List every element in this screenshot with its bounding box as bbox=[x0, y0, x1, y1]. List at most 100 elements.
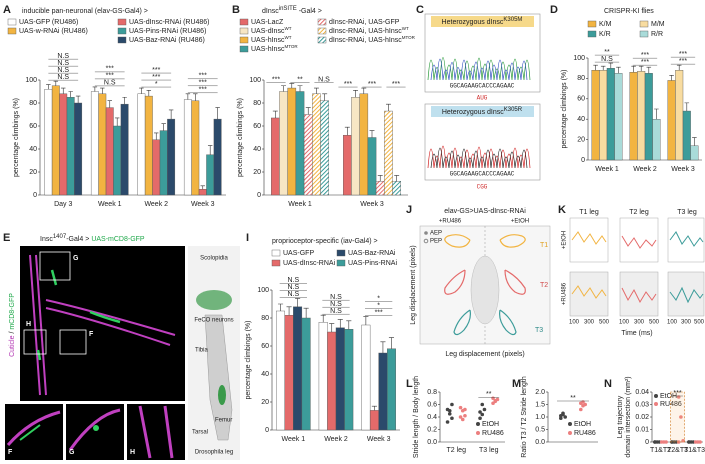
legend-label: UAS-hInscMTOR bbox=[251, 44, 298, 53]
bar bbox=[591, 70, 600, 161]
label-sup: K305M bbox=[503, 17, 522, 23]
error-bar bbox=[68, 91, 73, 98]
trace bbox=[427, 145, 531, 169]
error-bar bbox=[322, 93, 328, 101]
y-tick-label: 0.4 bbox=[427, 414, 437, 421]
bar bbox=[606, 67, 615, 161]
title-part: Insc bbox=[40, 236, 53, 243]
side-label: Cuticle / mCD8-GFP bbox=[9, 293, 16, 357]
legend-label: dInsc-RNAi, UAS-hInscWT bbox=[329, 26, 409, 35]
x-tick-label: Week 3 bbox=[191, 201, 215, 208]
legend-name: UAS-Pins-RNAi (RU486) bbox=[129, 28, 206, 35]
error-bar bbox=[353, 90, 359, 98]
error-bar bbox=[215, 107, 220, 120]
panel-letter: I bbox=[246, 232, 249, 244]
diagram-label: Scolopidia bbox=[200, 256, 228, 262]
legend-swatch bbox=[239, 18, 249, 26]
significance: *** bbox=[152, 67, 160, 74]
column-label: T1 leg bbox=[579, 209, 599, 216]
bar bbox=[271, 117, 280, 196]
error-bar bbox=[303, 307, 309, 318]
significance: *** bbox=[392, 81, 400, 88]
bar bbox=[303, 114, 313, 196]
significance: *** bbox=[641, 59, 649, 66]
error-bar bbox=[289, 83, 295, 89]
bar bbox=[276, 310, 285, 431]
legend-label: UAS-GFP bbox=[283, 250, 314, 257]
error-bar bbox=[185, 93, 191, 100]
trajectory bbox=[453, 309, 517, 336]
x-tick-label: Week 3 bbox=[671, 166, 695, 173]
legend-swatch bbox=[639, 20, 649, 28]
x-tick-label: T2&T3 bbox=[667, 447, 688, 454]
legend-label: UAS-Pins-RNAi (RU486) bbox=[129, 28, 206, 35]
legend-label: EtOH bbox=[482, 421, 499, 428]
y-tick-label: 0.6 bbox=[427, 401, 437, 408]
error-bar bbox=[638, 65, 644, 72]
mini-plot bbox=[619, 217, 659, 263]
bar bbox=[213, 118, 222, 196]
error-bar bbox=[200, 185, 205, 190]
legend-label: UAS-dInsc-RNAi bbox=[283, 260, 336, 267]
error-bar bbox=[75, 95, 81, 103]
significance: N.S bbox=[330, 301, 342, 308]
error-bar bbox=[344, 126, 350, 136]
legend-label: UAS-Baz-RNAi bbox=[348, 250, 396, 257]
sub-panel-label: G bbox=[69, 449, 75, 456]
legend-name: K/M bbox=[599, 21, 612, 28]
legend-swatch bbox=[317, 27, 327, 35]
legend-name: UAS-dInsc bbox=[251, 28, 285, 35]
legend-name: EtOH bbox=[482, 421, 499, 428]
label-box bbox=[431, 16, 534, 27]
legend-sup: WT bbox=[402, 26, 409, 31]
leg-label: T3 bbox=[535, 327, 543, 334]
y-tick-label: 0.8 bbox=[427, 389, 437, 396]
y-tick-label: 0 bbox=[645, 439, 649, 446]
error-bar bbox=[161, 123, 166, 131]
legend-sup: WT bbox=[284, 35, 291, 40]
row-label: +EtOH bbox=[562, 231, 568, 249]
x-tick-label: Week 2 bbox=[633, 166, 657, 173]
error-bar bbox=[646, 66, 652, 74]
significance: N.S bbox=[57, 53, 69, 60]
bar bbox=[74, 102, 83, 196]
data-point bbox=[581, 400, 585, 404]
y-axis-label: domain intersection (mm²) bbox=[625, 376, 632, 457]
bar bbox=[183, 99, 192, 196]
y-tick-label: 80 bbox=[253, 100, 261, 107]
error-bar bbox=[281, 85, 287, 92]
y-tick-label: 40 bbox=[29, 146, 37, 153]
title-part: UAS-mCD8-GFP bbox=[91, 236, 145, 243]
side-label-part: / bbox=[9, 330, 16, 336]
legend-label: UAS-GFP (RU486) bbox=[19, 19, 78, 26]
scolopidia bbox=[196, 290, 232, 310]
legend-swatch bbox=[587, 30, 597, 38]
inset-label: G bbox=[73, 255, 79, 262]
data-point bbox=[447, 408, 452, 413]
panel-title: Insc1407-Gal4 > UAS-mCD8-GFP bbox=[40, 234, 145, 243]
y-axis-label: percentage climbings (%) bbox=[561, 70, 568, 149]
mutation: AUG bbox=[477, 95, 488, 102]
error-bar bbox=[593, 64, 598, 71]
legend-label: UAS-hInscWT bbox=[251, 35, 292, 44]
significance: N.S bbox=[57, 74, 69, 81]
data-point bbox=[450, 402, 454, 407]
bar bbox=[327, 331, 337, 431]
legend-name: UAS-w-RNAi (RU486) bbox=[19, 28, 88, 35]
error-bar bbox=[377, 175, 383, 182]
trace-grid bbox=[569, 217, 705, 317]
legend-name: K/R bbox=[599, 31, 611, 38]
legend-name: EtOH bbox=[660, 393, 677, 400]
legend-name: UAS-LacZ bbox=[251, 19, 284, 26]
error-bar bbox=[337, 319, 343, 328]
legend-label: UAS-Baz-RNAi (RU486) bbox=[129, 37, 205, 44]
significance: *** bbox=[679, 51, 687, 58]
x-tick-label: Week 2 bbox=[324, 436, 348, 443]
significance: *** bbox=[199, 80, 207, 87]
y-tick-label: 1.5 bbox=[535, 401, 545, 408]
legend-name: UAS-Baz-RNAi (RU486) bbox=[129, 37, 205, 44]
legend-name: UAS-dInsc-RNAi bbox=[283, 260, 336, 267]
y-tick-label: 40 bbox=[577, 116, 585, 123]
x-tick-label: 300 bbox=[584, 320, 595, 326]
error-bar bbox=[277, 303, 284, 311]
